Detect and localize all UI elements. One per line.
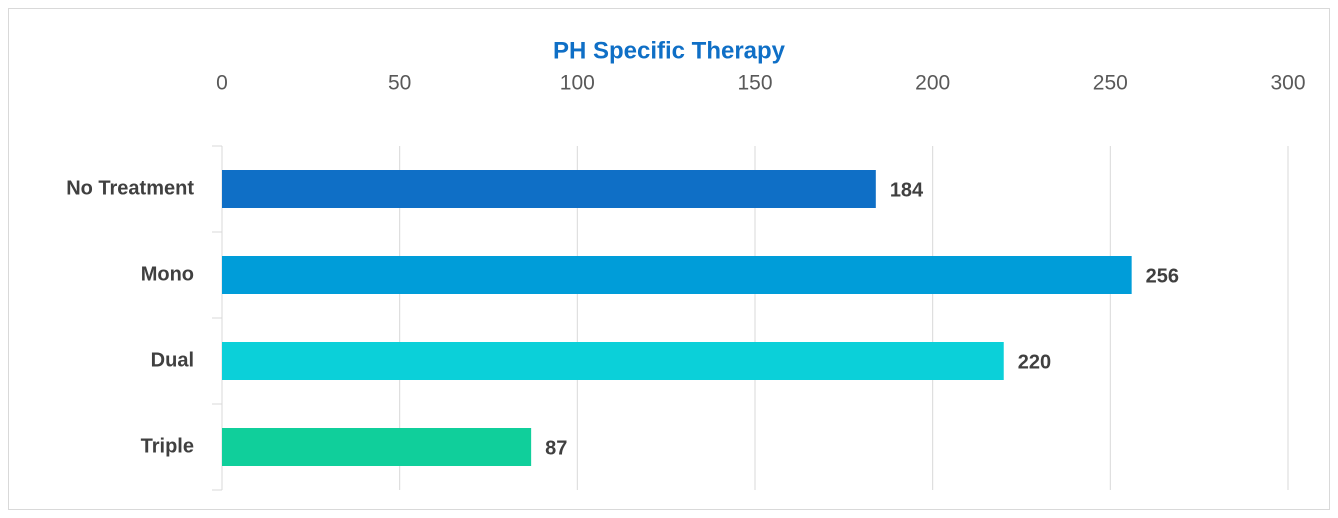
bar — [222, 342, 1004, 380]
x-tick-label: 100 — [560, 72, 595, 95]
x-tick-label: 250 — [1093, 72, 1128, 95]
chart-title: PH Specific Therapy — [553, 37, 786, 64]
data-label: 87 — [545, 437, 567, 459]
x-tick-label: 0 — [216, 72, 228, 95]
x-tick-label: 300 — [1270, 72, 1305, 95]
x-tick-label: 150 — [737, 72, 772, 95]
data-label: 256 — [1146, 265, 1179, 287]
bar — [222, 256, 1132, 294]
y-tick-label: No Treatment — [66, 177, 194, 199]
y-tick-label: Mono — [141, 263, 194, 285]
x-tick-label: 50 — [388, 72, 411, 95]
x-tick-label: 200 — [915, 72, 950, 95]
bar — [222, 170, 876, 208]
bar — [222, 428, 532, 466]
data-label: 220 — [1018, 351, 1051, 373]
y-tick-label: Dual — [151, 349, 194, 371]
y-tick-label: Triple — [141, 435, 194, 457]
data-label: 184 — [890, 179, 924, 201]
